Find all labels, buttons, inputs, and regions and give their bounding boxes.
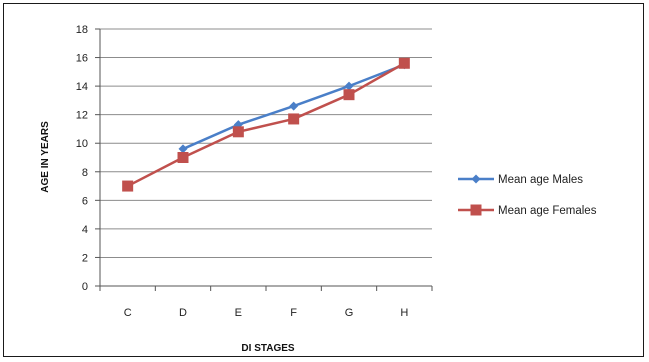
series-markers <box>122 57 410 192</box>
legend-label-1: Mean age Males <box>498 174 583 186</box>
y-tick-label: 14 <box>76 81 88 93</box>
legend-label-2: Mean age Females <box>498 205 597 217</box>
legend-marker-2 <box>470 204 482 216</box>
data-point-series-1 <box>233 120 243 130</box>
data-point-series-2 <box>122 180 134 192</box>
legend: Mean age Males Mean age Females <box>458 174 597 217</box>
x-axis-title: DI STAGES <box>241 343 294 354</box>
data-point-series-2 <box>343 89 355 101</box>
x-tick-label: H <box>400 307 408 319</box>
data-point-series-1 <box>344 81 354 91</box>
y-tick-label: 16 <box>76 53 88 65</box>
y-tick-label: 6 <box>82 195 88 207</box>
y-tick-label: 2 <box>82 252 88 264</box>
y-tick-label: 4 <box>82 224 88 236</box>
x-tick-label: F <box>290 307 297 319</box>
y-axis-title: AGE IN YEARS <box>40 121 51 193</box>
x-tick-label: E <box>235 307 242 319</box>
axes <box>99 29 432 287</box>
y-tick-label: 18 <box>76 24 88 36</box>
y-tick-label: 12 <box>76 110 88 122</box>
x-tick-label: C <box>124 307 132 319</box>
x-tick-label: D <box>179 307 187 319</box>
data-point-series-2 <box>232 126 244 138</box>
y-tick-label: 0 <box>82 281 88 293</box>
data-point-series-2 <box>288 113 300 125</box>
y-tick-label: 10 <box>76 138 88 150</box>
data-point-series-2 <box>398 57 410 69</box>
data-point-series-1 <box>178 144 188 154</box>
data-point-series-2 <box>177 152 189 163</box>
series-lines <box>127 62 405 188</box>
gridlines <box>100 28 432 258</box>
chart-frame <box>3 3 644 357</box>
legend-marker-1 <box>471 174 481 184</box>
data-point-series-1 <box>289 101 299 111</box>
x-tick-labels: C D E F G H <box>99 286 433 319</box>
series-line-2 <box>127 62 405 188</box>
x-tick-label: G <box>345 307 354 319</box>
y-tick-label: 8 <box>82 167 88 179</box>
y-tick-labels: 0 2 4 6 8 10 12 14 16 18 <box>76 24 100 293</box>
